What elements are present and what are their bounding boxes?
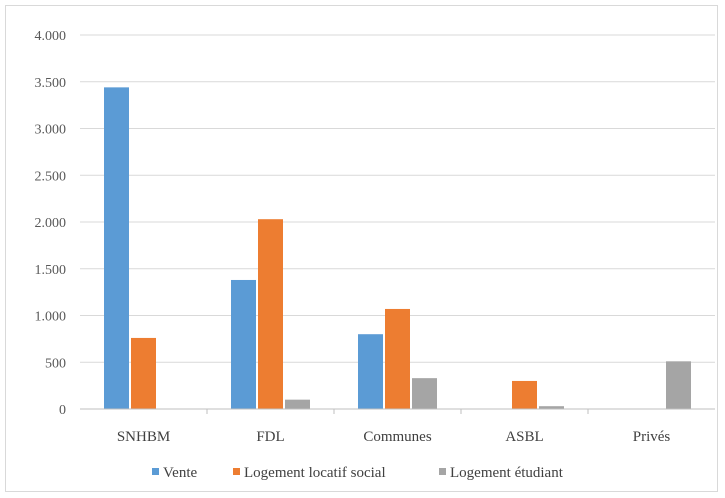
legend-label: Logement locatif social xyxy=(244,465,386,481)
bars xyxy=(104,87,691,410)
x-tick-label: Communes xyxy=(363,429,431,445)
bar-logement-tudiant-fdl xyxy=(285,399,310,409)
legend-label: Vente xyxy=(163,465,197,481)
y-tick-label: 0 xyxy=(59,403,66,418)
y-tick-label: 500 xyxy=(45,356,66,371)
y-axis-ticks: 0 500 1.000 1.500 2.000 2.500 3.000 3.500 4.000 xyxy=(35,29,67,418)
legend-label: Logement étudiant xyxy=(450,465,564,481)
y-tick-label: 3.000 xyxy=(35,123,67,138)
bar-logement-tudiant-communes xyxy=(412,378,437,409)
y-tick-label: 2.500 xyxy=(35,169,67,184)
bar-vente-fdl xyxy=(231,279,256,409)
gridlines xyxy=(80,34,715,363)
bar-logement-locatif-social-snhbm xyxy=(131,337,156,409)
y-tick-label: 3.500 xyxy=(35,76,67,91)
x-tick-label: ASBL xyxy=(505,429,543,445)
y-tick-label: 1.500 xyxy=(35,263,67,278)
x-axis: SNHBM FDL Communes ASBL Privés xyxy=(80,408,715,445)
bar-logement-locatif-social-fdl xyxy=(258,219,283,409)
x-tick-label: SNHBM xyxy=(117,429,170,445)
x-tick-label: FDL xyxy=(256,429,284,445)
bar-vente-communes xyxy=(358,334,383,409)
legend-swatch xyxy=(233,468,240,475)
y-tick-label: 4.000 xyxy=(35,29,67,44)
legend-swatch xyxy=(152,468,159,475)
bar-logement-tudiant-privés xyxy=(666,361,691,409)
bar-vente-snhbm xyxy=(104,87,129,410)
bar-logement-tudiant-asbl xyxy=(539,406,564,409)
legend-swatch xyxy=(439,468,446,475)
y-tick-label: 2.000 xyxy=(35,216,67,231)
x-tick-label: Privés xyxy=(633,429,671,445)
bar-logement-locatif-social-communes xyxy=(385,308,410,409)
y-tick-label: 1.000 xyxy=(35,310,67,325)
legend: Vente Logement locatif social Logement étu… xyxy=(152,465,564,481)
bar-logement-locatif-social-asbl xyxy=(512,380,537,409)
